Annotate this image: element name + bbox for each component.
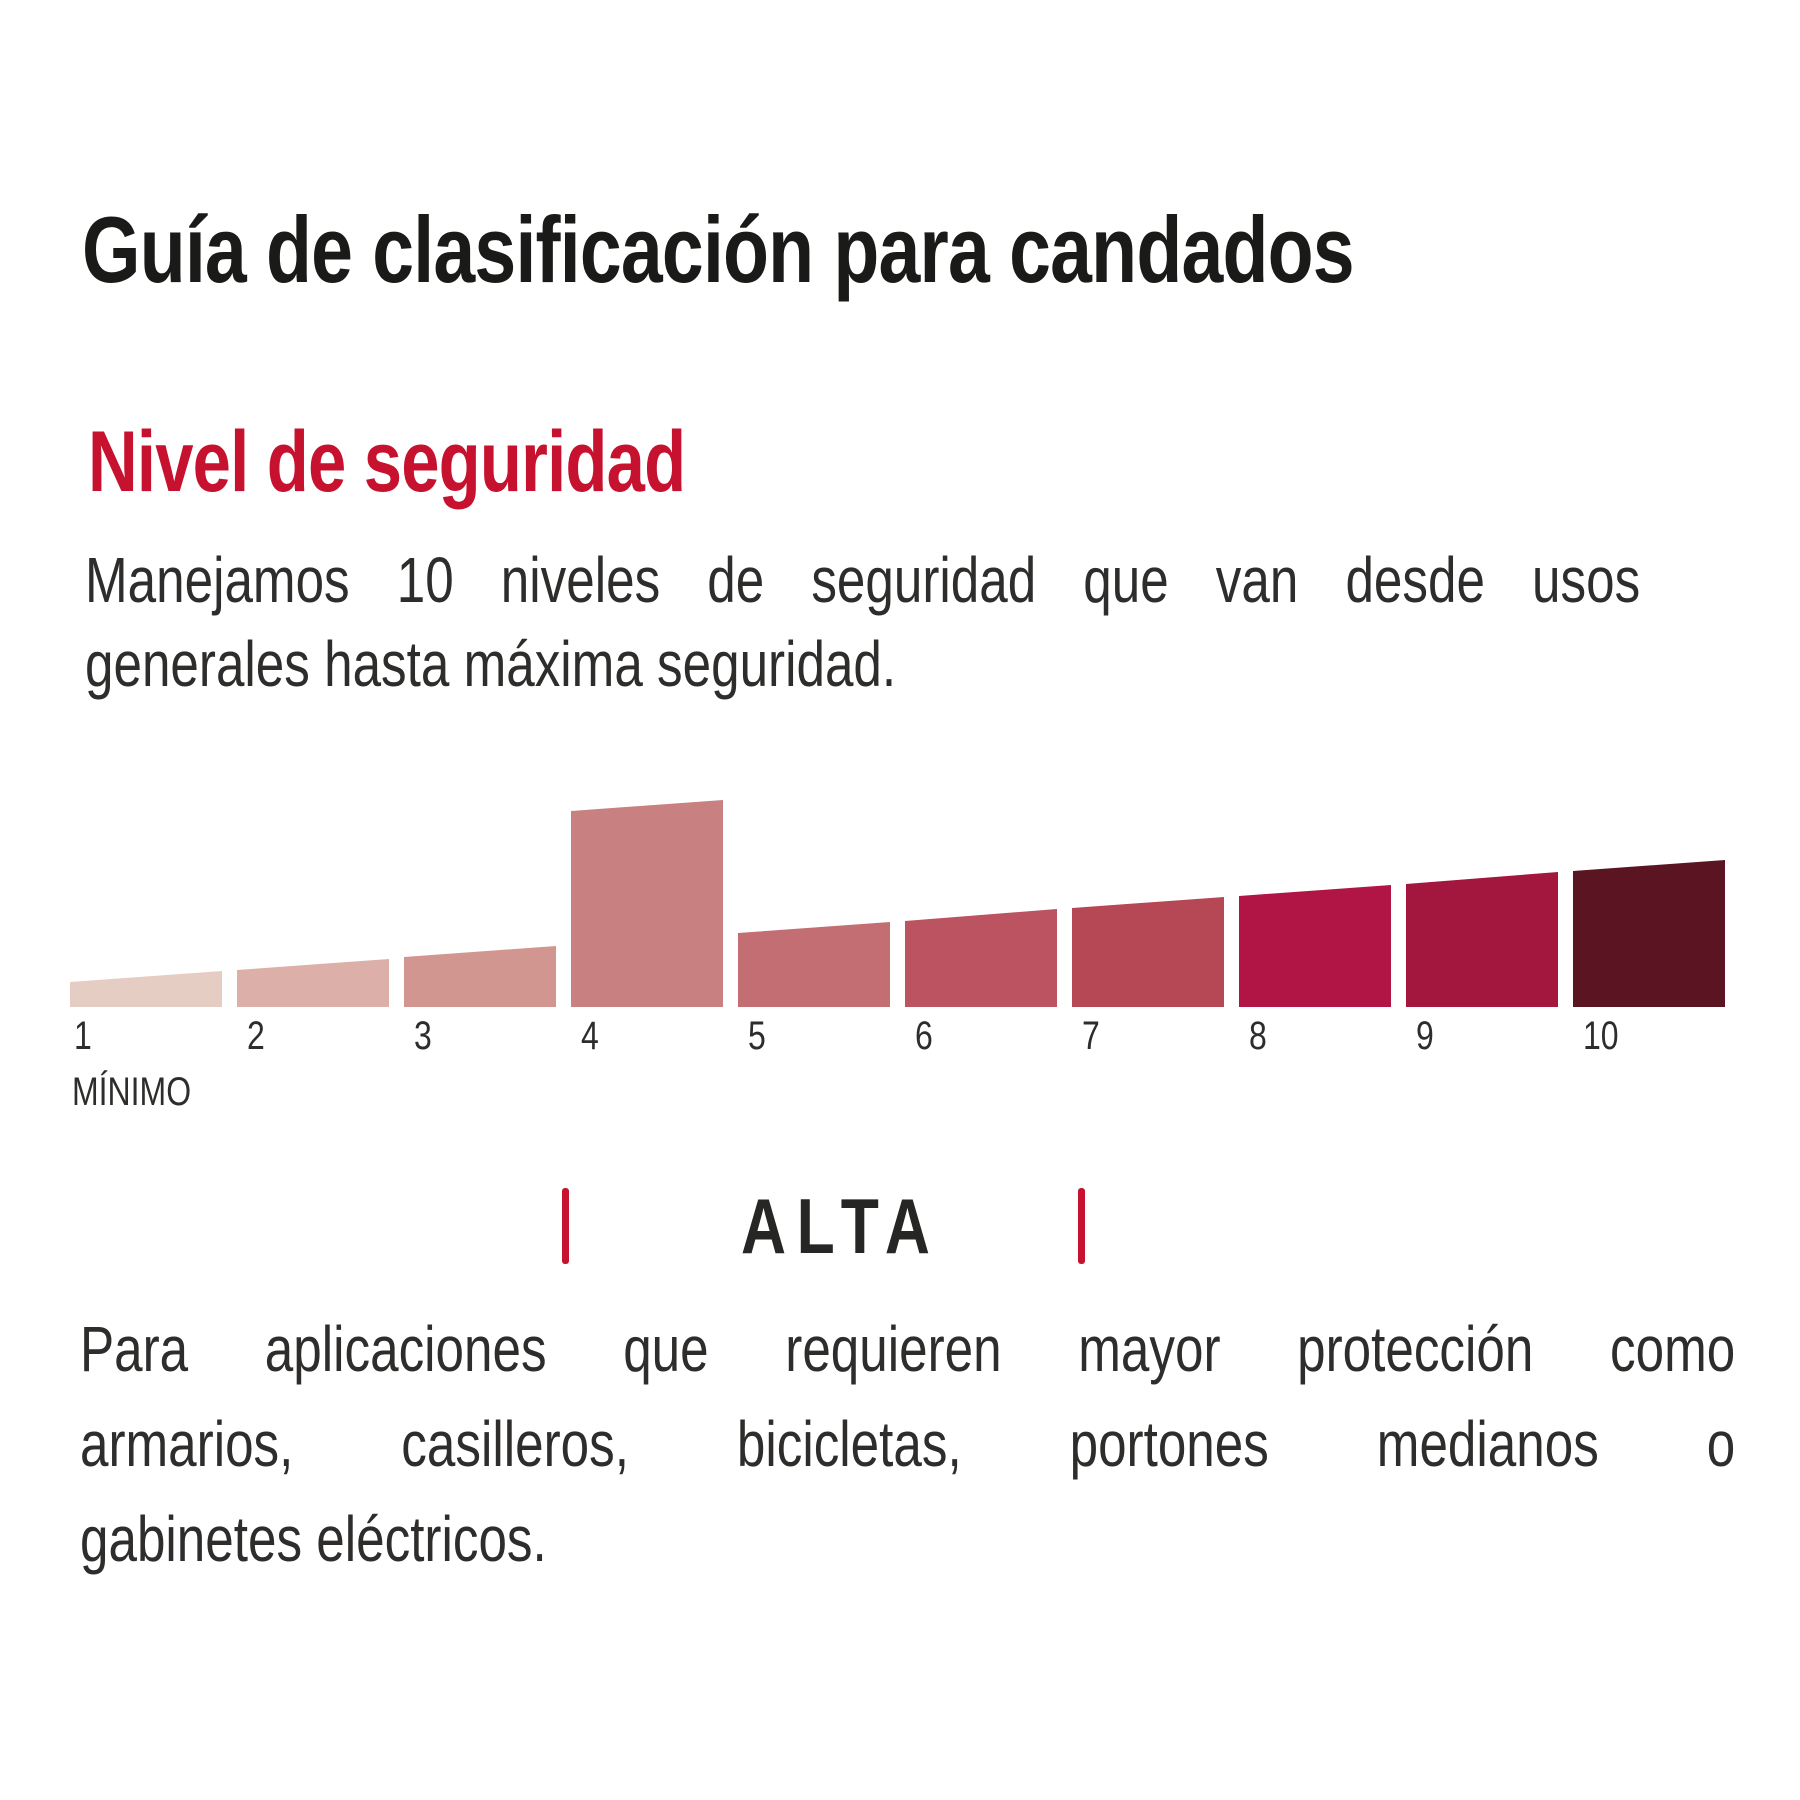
bar-level-8 [1239, 885, 1391, 1007]
bar-tick-label-3: 3 [414, 1014, 432, 1058]
description-line-2: armarios, casilleros, bicicletas, porton… [80, 1408, 1736, 1480]
bar-tick-label-4: 4 [581, 1014, 599, 1058]
bar-level-9 [1406, 872, 1558, 1007]
bar-tick-label-5: 5 [748, 1014, 766, 1058]
bar-tick-label-2: 2 [247, 1014, 265, 1058]
intro-line-2: generales hasta máxima seguridad. [85, 628, 897, 700]
bar-tick-label-9: 9 [1416, 1014, 1434, 1058]
description-line-3: gabinetes eléctricos. [80, 1503, 547, 1575]
security-level-chart [70, 797, 1727, 1007]
section-title: Nivel de seguridad [88, 414, 686, 510]
alta-range-end-marker [1078, 1188, 1085, 1264]
bar-level-5 [738, 922, 890, 1007]
bar-tick-label-10: 10 [1583, 1014, 1619, 1058]
bar-level-2 [237, 959, 389, 1007]
bar-level-3 [404, 946, 556, 1007]
bar-level-7 [1072, 897, 1224, 1007]
alta-zone-label: ALTA [741, 1182, 941, 1270]
bar-tick-label-6: 6 [915, 1014, 933, 1058]
bar-tick-label-8: 8 [1249, 1014, 1267, 1058]
bar-level-4 [571, 800, 723, 1007]
bar-tick-label-1: 1 [74, 1014, 92, 1058]
intro-paragraph: Manejamos 10 niveles de seguridad que va… [85, 538, 1640, 706]
security-level-bars [70, 800, 1725, 1007]
alta-range-start-marker [562, 1188, 569, 1264]
bar-level-10 [1573, 860, 1725, 1007]
description-line-1: Para aplicaciones que requieren mayor pr… [80, 1313, 1736, 1385]
bar-tick-label-7: 7 [1082, 1014, 1100, 1058]
description-paragraph: Para aplicaciones que requieren mayor pr… [80, 1302, 1735, 1587]
page-title: Guía de clasificación para candados [82, 197, 1355, 302]
minimum-axis-label: MÍNIMO [72, 1070, 192, 1114]
bar-level-6 [905, 909, 1057, 1007]
intro-line-1: Manejamos 10 niveles de seguridad que va… [85, 544, 1641, 616]
bar-level-1 [70, 971, 222, 1007]
